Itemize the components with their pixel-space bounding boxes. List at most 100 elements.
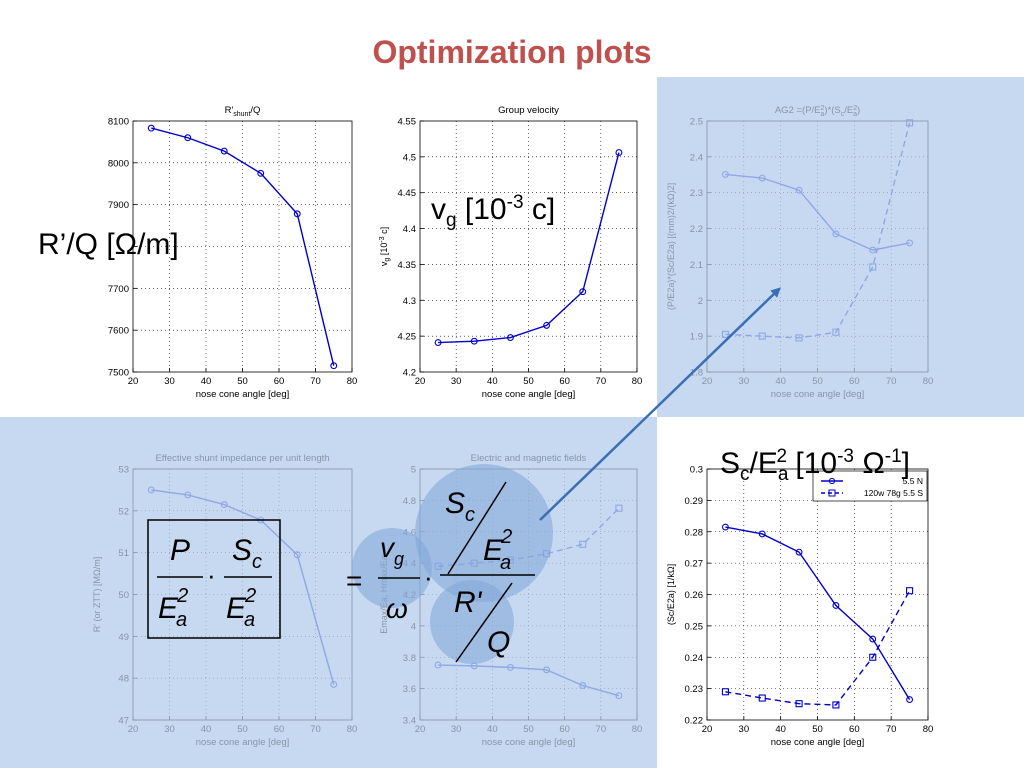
data-point [434,339,442,347]
data-point [906,587,914,595]
chart-title: Group velocity [498,105,559,116]
formula-left: P Ea2 · Sc Ea2 [147,519,281,639]
y-tick-label: 2.3 [690,188,703,199]
y-tick-label: 49 [118,632,129,643]
y-tick-label: 47 [118,716,129,727]
x-tick-label: 80 [347,376,358,387]
x-axis-label: nose cone angle [deg] [771,389,865,400]
x-tick-label: 70 [596,724,607,735]
data-point [869,635,877,643]
data-point [220,501,228,509]
data-point [615,149,623,157]
x-tick-label: 80 [923,724,934,735]
plot-area [419,120,638,373]
legend-label-0: 5.5 N [903,476,923,486]
data-point [758,694,766,702]
series-line-0 [725,526,911,700]
callout-vg: vg [10-3 c] [431,192,556,231]
x-tick-label: 80 [632,724,643,735]
callout-sc: Sc/Ea2 [10-3 Ω-1] [720,446,910,485]
x-tick-label: 30 [164,376,175,387]
formula-left-ea2: Ea2 [226,585,256,631]
link-arrow [539,287,781,521]
bubble-rq [430,580,514,664]
x-tick-label: 40 [487,376,498,387]
x-tick-label: 30 [739,376,750,387]
y-tick-label: 0.22 [685,716,704,727]
x-tick-label: 60 [274,724,285,735]
plot-area [706,468,929,721]
data-point [293,551,301,559]
formula-right-q: Q [487,626,510,659]
x-tick-label: 50 [237,724,248,735]
background-panel-bottom [0,417,657,768]
x-tick-label: 40 [775,724,786,735]
series-line-0 [438,664,620,697]
data-point [906,119,914,127]
data-point [184,134,192,142]
x-tick-label: 30 [739,724,750,735]
formula-right-ea: Ea2 [483,526,512,574]
y-tick-label: 2.5 [690,117,703,128]
data-point [330,680,338,688]
bubble-sc-ea [415,464,553,602]
y-axis-label: R' (or ZTT) [MΩ/m] [92,557,102,632]
x-tick-label: 70 [310,376,321,387]
y-tick-label: 1.8 [690,368,703,379]
x-tick-label: 20 [702,724,713,735]
y-tick-label: 50 [118,590,129,601]
x-tick-label: 20 [128,724,139,735]
data-point [257,169,265,177]
data-point [869,653,877,661]
y-tick-label: 4.5 [403,152,416,163]
data-point [543,321,551,329]
data-point [906,239,914,247]
plot-area [706,120,929,373]
bubble-vg [352,528,432,608]
data-point [795,186,803,194]
data-point [220,147,228,155]
y-tick-label: 2.2 [690,224,703,235]
series-line-0 [725,173,910,251]
data-point [795,548,803,556]
x-axis-label: nose cone angle [deg] [771,737,865,748]
chart-rshunt: 20 30 40 50 60 70 80 47 48 49 50 51 52 53 nose cone an… [92,453,357,748]
y-tick-label: 2 [698,296,703,307]
formula-right-sc: Sc [445,487,475,526]
data-point [506,663,514,671]
x-tick-label: 50 [812,724,823,735]
y-tick-label: 7700 [108,284,129,295]
x-tick-label: 80 [923,376,934,387]
y-tick-label: 53 [118,465,129,476]
x-tick-label: 70 [886,376,897,387]
data-point [615,692,623,700]
data-point [506,334,514,342]
data-point [832,701,840,709]
data-point [579,288,587,296]
x-tick-label: 40 [775,376,786,387]
formula-left-dot: · [207,560,216,590]
data-point [579,682,587,689]
x-tick-label: 70 [886,724,897,735]
background-panel-top-right [657,77,1024,417]
chart-sc: 20 30 40 50 60 70 80 0.22 0.23 0.24 0.25 0.26 0.27 0.… [666,465,933,749]
formula-right: = vg ω · Sc Ea2 R' Q [346,481,535,663]
y-tick-label: 0.23 [685,684,704,695]
y-tick-label: 8100 [108,117,129,128]
y-tick-label: 52 [118,506,129,517]
legend-marker-0 [828,477,836,485]
y-tick-label: 0.24 [685,653,704,664]
data-point [758,332,766,340]
data-point [147,486,155,494]
y-tick-label: 0.26 [685,590,704,601]
x-tick-label: 20 [128,376,139,387]
data-point [832,230,840,238]
data-point [758,530,766,538]
data-point [721,170,729,178]
data-point [795,334,803,342]
y-tick-label: 4.25 [398,332,417,343]
y-tick-label: 0.3 [690,465,703,476]
series-line-1 [725,590,911,706]
data-point [543,666,551,674]
